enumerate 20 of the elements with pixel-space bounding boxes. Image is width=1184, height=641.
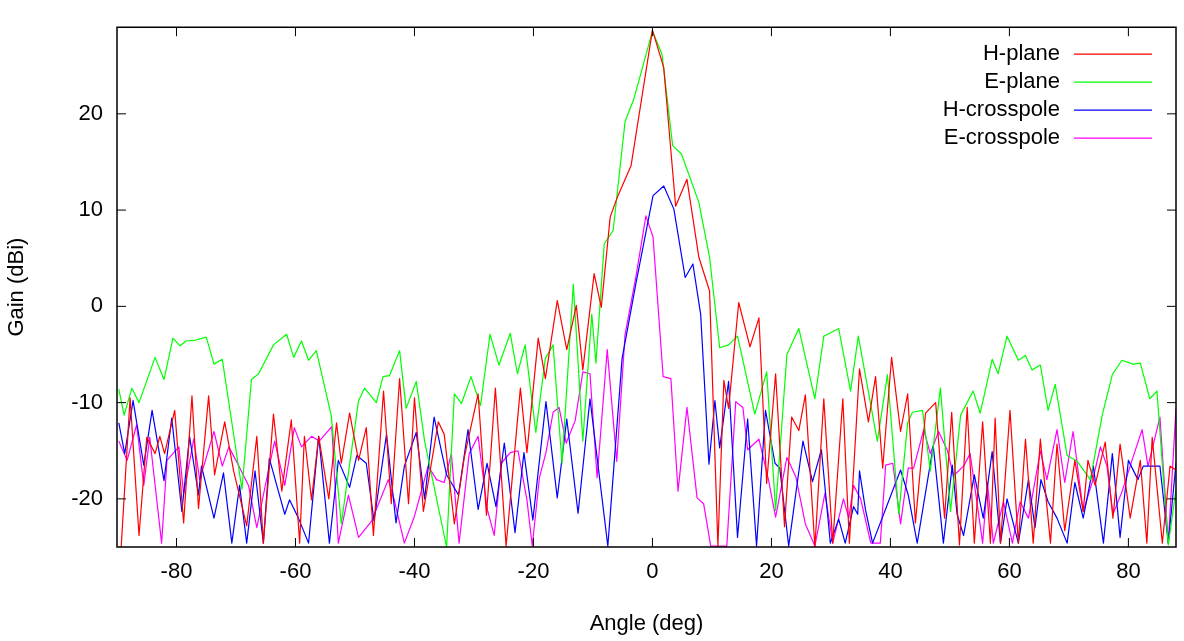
y-tick-label: -10	[71, 388, 103, 414]
legend-label: E-plane	[984, 68, 1060, 94]
x-tick-label: -60	[279, 558, 312, 584]
y-tick-label: 0	[90, 292, 103, 318]
x-axis-title: Angle (deg)	[589, 609, 704, 635]
x-tick-label: 40	[878, 558, 903, 584]
x-tick-label: 0	[646, 558, 659, 584]
y-tick-label: 10	[78, 196, 103, 222]
x-tick-label: 80	[1116, 558, 1141, 584]
y-tick-label: -20	[71, 484, 103, 510]
legend-label: E-crosspole	[943, 124, 1060, 150]
y-axis-title: Gain (dBi)	[3, 237, 29, 337]
legend-label: H-plane	[982, 40, 1060, 66]
x-tick-label: -20	[517, 558, 550, 584]
y-tick-label: 20	[78, 99, 103, 125]
x-tick-label: 60	[997, 558, 1022, 584]
x-tick-label: -40	[398, 558, 431, 584]
x-tick-label: -80	[160, 558, 193, 584]
legend-label: H-crosspole	[942, 96, 1060, 122]
x-tick-label: 20	[759, 558, 784, 584]
